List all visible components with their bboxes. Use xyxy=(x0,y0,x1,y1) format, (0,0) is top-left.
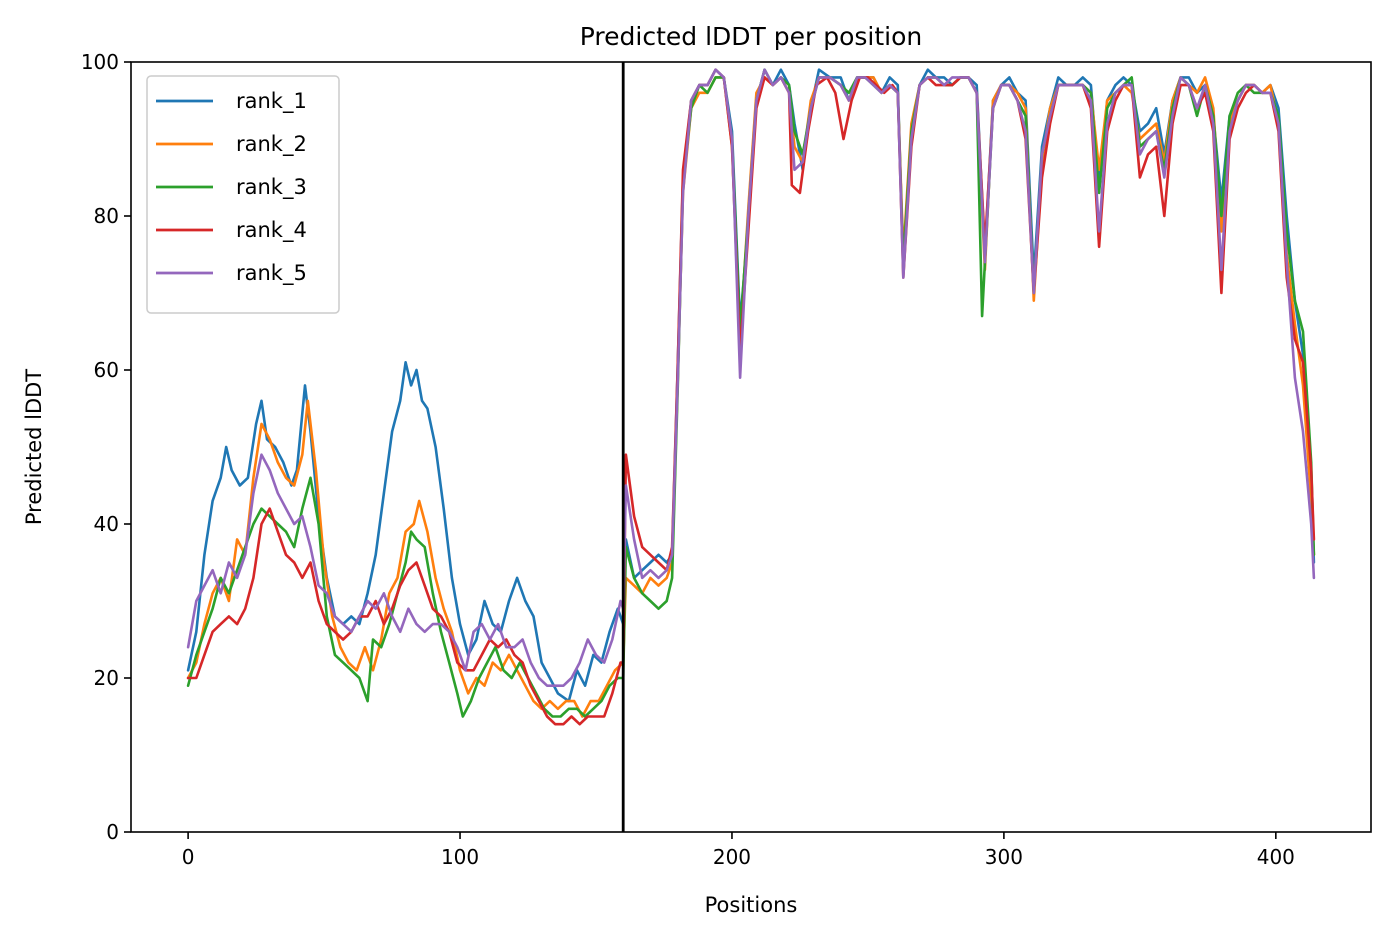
x-axis: 0 100 200 300 400 xyxy=(182,832,1295,869)
plot-frame xyxy=(130,61,1372,833)
y-tick-label: 40 xyxy=(94,512,119,536)
legend: rank_1 rank_2 rank_3 rank_4 rank_5 xyxy=(146,75,340,314)
y-tick-label: 60 xyxy=(94,358,119,382)
legend-label: rank_4 xyxy=(236,218,307,243)
x-tick-label: 400 xyxy=(1257,845,1295,869)
y-tick-label: 0 xyxy=(106,820,119,844)
x-axis-label: Positions xyxy=(705,893,798,917)
x-tick-label: 200 xyxy=(713,845,751,869)
x-tick-label: 0 xyxy=(182,845,195,869)
series-line-rank-5 xyxy=(186,68,1316,687)
y-tick-label: 20 xyxy=(94,666,119,690)
legend-label: rank_2 xyxy=(236,132,307,157)
legend-label: rank_5 xyxy=(236,261,307,286)
legend-label: rank_3 xyxy=(236,175,307,200)
y-tick-label: 100 xyxy=(81,50,119,74)
y-axis: 0 20 40 60 80 100 xyxy=(81,50,131,844)
legend-label: rank_1 xyxy=(236,89,307,114)
x-tick-label: 100 xyxy=(441,845,479,869)
x-tick-label: 300 xyxy=(985,845,1023,869)
legend-box xyxy=(146,75,340,314)
plot-area xyxy=(186,62,1316,832)
chart-title: Predicted lDDT per position xyxy=(580,22,922,51)
y-tick-label: 80 xyxy=(94,204,119,228)
series-layer xyxy=(186,62,1316,832)
y-axis-label: Predicted lDDT xyxy=(22,369,46,525)
